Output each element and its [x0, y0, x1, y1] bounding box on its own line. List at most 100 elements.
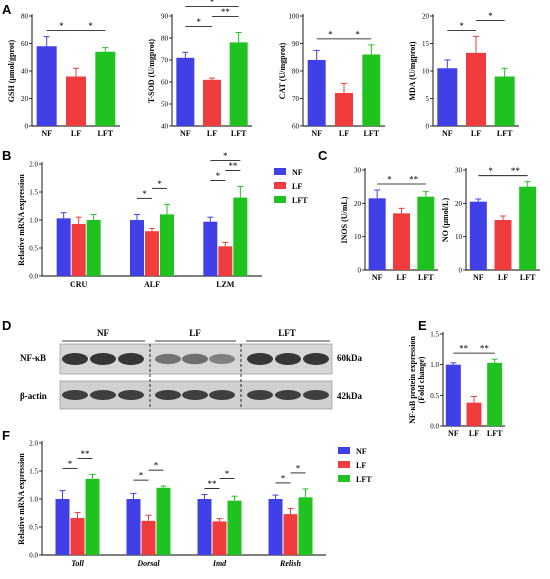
y-axis-label: GSH (μmol/gprot) [7, 39, 16, 102]
band-actin [303, 390, 329, 400]
panel-label-b: B [2, 148, 11, 163]
x-tick-label: LFT [520, 273, 536, 282]
panel-label-d: D [2, 318, 11, 333]
blot-group-nf: NF [97, 328, 109, 338]
significance-mark: * [68, 459, 73, 469]
bar-lft [95, 51, 116, 126]
legend-label-nf: NF [356, 447, 367, 456]
legend-label-nf: NF [292, 168, 303, 177]
bar-lft-alf [160, 214, 174, 276]
significance-mark: * [488, 11, 493, 21]
significance-mark: * [281, 473, 286, 483]
y-tick-label: 30 [354, 167, 362, 175]
bar-lf-lzm [218, 246, 233, 276]
y-tick-label: 80 [292, 68, 300, 76]
band-nfkb [155, 353, 181, 365]
x-tick-label: NF [473, 273, 484, 282]
y-tick-label: 90 [292, 40, 300, 48]
western-blot: NF LF LFT NF-κB β-actin 60kDa 42kDa [20, 328, 363, 410]
panel-label-e: E [418, 318, 427, 333]
legend-swatch-lft [274, 196, 286, 203]
bar-lf-relish [283, 514, 298, 555]
bar-lft [229, 42, 248, 126]
significance-mark: ** [480, 344, 490, 354]
y-tick-label: 1.5 [29, 468, 38, 476]
band-nfkb [303, 353, 329, 365]
significance-mark: * [225, 469, 230, 479]
y-axis-label: Relative mRNA expression [17, 174, 26, 266]
chart-e: 0.0 0.5 1.0 1.5 NF-κB protein expression (Fol… [408, 331, 505, 438]
x-tick-label: NF [372, 273, 383, 282]
legend-label-lft: LFT [356, 475, 372, 484]
y-tick-label: 0.5 [29, 524, 38, 532]
y-tick-label: 0.0 [430, 423, 439, 431]
bar-nf [368, 198, 386, 270]
bar-nf-imd [197, 499, 212, 555]
chart-mda: 0 5 10 15 20 MDA (U/mgprot) NF LF LFT * * [408, 11, 519, 138]
y-tick-label: 20 [422, 13, 430, 21]
legend-label-lft: LFT [292, 196, 308, 205]
band-nfkb [209, 353, 235, 365]
y-tick-label: 60 [292, 123, 300, 131]
significance-mark: ** [228, 161, 238, 171]
y-tick-label: 0.5 [29, 245, 38, 253]
y-tick-label: 40 [21, 68, 29, 76]
significance-mark: * [296, 463, 301, 473]
x-tick-label: LF [339, 129, 349, 138]
band-actin [90, 390, 116, 400]
bar-nf-relish [268, 499, 283, 555]
bar-nf-lzm [203, 221, 218, 276]
significance-mark: * [210, 0, 215, 7]
y-tick-label: 1.5 [29, 189, 38, 197]
significance-mark: * [328, 29, 333, 39]
significance-mark: ** [409, 175, 419, 185]
x-tick-label: NF [311, 129, 322, 138]
y-tick-label: 0 [459, 267, 463, 275]
y-tick-label: 90 [161, 13, 169, 21]
y-axis-label: MDA (U/mgprot) [408, 41, 417, 101]
x-tick-label: Toll [71, 559, 84, 568]
legend-swatch-lf [338, 461, 350, 468]
bar-lf [466, 52, 486, 126]
x-tick-label: NF [180, 129, 191, 138]
x-tick-label: LF [71, 129, 81, 138]
y-tick-label: 60 [161, 79, 169, 87]
blot-group-lf: LF [189, 328, 201, 338]
blot-label-actin: β-actin [20, 391, 47, 401]
bar-lf [393, 213, 410, 270]
x-tick-label: LF [469, 429, 479, 438]
bar-lf [466, 402, 482, 426]
band-actin [118, 390, 144, 400]
y-tick-label: 40 [161, 123, 169, 131]
bar-lf-imd [212, 521, 227, 555]
bar-nf-alf [130, 220, 144, 276]
y-tick-label: 0.0 [29, 273, 38, 281]
bar-lf [494, 220, 512, 270]
significance-mark: * [139, 471, 144, 481]
x-tick-label: LF [498, 273, 508, 282]
y-tick-label: 30 [455, 167, 463, 175]
y-tick-label: 0 [426, 123, 430, 131]
y-tick-label: 60 [21, 40, 29, 48]
significance-mark: * [223, 151, 228, 161]
x-tick-label: LFT [231, 129, 247, 138]
x-tick-label: NF [442, 129, 453, 138]
y-tick-label: 1.0 [430, 361, 439, 369]
significance-mark: * [488, 166, 493, 176]
significance-mark: * [459, 21, 464, 31]
band-nfkb [62, 353, 88, 365]
x-tick-label: NF [41, 129, 52, 138]
legend-swatch-lf [274, 182, 286, 189]
bar-lf-alf [145, 231, 159, 276]
y-tick-label: 70 [161, 57, 169, 65]
y-tick-label: 80 [161, 35, 169, 43]
x-tick-label: LFT [497, 129, 513, 138]
band-actin [247, 390, 273, 400]
band-actin [209, 390, 235, 400]
bar-lft [519, 186, 537, 270]
